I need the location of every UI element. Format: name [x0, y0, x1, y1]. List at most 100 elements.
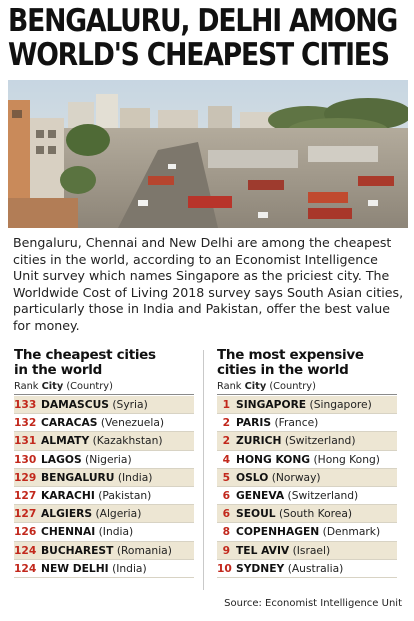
city-cell: NEW DELHI: [41, 561, 109, 575]
header-country: (Country): [269, 381, 316, 392]
rank-cell: 132: [14, 416, 37, 430]
intro-paragraph: Bengaluru, Chennai and New Delhi are amo…: [13, 235, 404, 333]
city-cell: ZURICH: [236, 434, 282, 448]
table-row: 9 TEL AVIV (Israel): [217, 541, 397, 560]
expensive-title-line-1: The most expensive: [217, 347, 364, 363]
expensive-cities-title: The most expensive cities in the world: [217, 348, 397, 380]
rank-cell: 10: [217, 561, 232, 575]
country-cell: (Venezuela): [100, 416, 165, 430]
cheapest-cities-table: The cheapest cities in the world Rank Ci…: [14, 348, 194, 578]
city-photo: [8, 80, 408, 228]
column-divider: [203, 350, 204, 590]
rank-cell: 127: [14, 488, 37, 502]
rank-cell: 124: [14, 561, 37, 575]
header-rank: Rank: [217, 381, 242, 392]
country-cell: (Algeria): [95, 507, 142, 521]
rank-cell: 131: [14, 434, 37, 448]
country-cell: (South Korea): [278, 507, 353, 521]
table-row: 129 BENGALURU (India): [14, 468, 194, 487]
table-row: 127 KARACHI (Pakistan): [14, 487, 194, 506]
rank-cell: 6: [222, 507, 230, 521]
rank-cell: 126: [14, 525, 37, 539]
table-row: 131 ALMATY (Kazakhstan): [14, 432, 194, 451]
city-cell: OSLO: [236, 470, 269, 484]
rank-cell: 8: [222, 525, 230, 539]
headline-line-1: BENGALURU, DELHI AMONG: [8, 3, 398, 39]
header-city: City: [41, 381, 64, 392]
city-cell: BUCHAREST: [41, 543, 114, 557]
country-cell: (Pakistan): [98, 488, 152, 502]
table-row: 126 CHENNAI (India): [14, 523, 194, 542]
rank-cell: 4: [222, 452, 230, 466]
table-row: 10 SYDNEY (Australia): [217, 560, 397, 578]
rank-cell: 5: [222, 470, 230, 484]
country-cell: (Nigeria): [85, 452, 132, 466]
table-row: 6 SEOUL (South Korea): [217, 505, 397, 524]
city-cell: KARACHI: [41, 488, 95, 502]
city-cell: COPENHAGEN: [236, 525, 320, 539]
country-cell: (India): [117, 470, 153, 484]
city-cell: CARACAS: [41, 416, 98, 430]
cheapest-title-line-1: The cheapest cities: [14, 347, 156, 363]
country-cell: (France): [274, 416, 319, 430]
city-cell: GENEVA: [236, 488, 285, 502]
rank-cell: 6: [222, 488, 230, 502]
country-cell: (Hong Kong): [313, 452, 380, 466]
expensive-cities-table: The most expensive cities in the world R…: [217, 348, 397, 578]
country-cell: (Australia): [287, 561, 344, 575]
cheapest-cities-title: The cheapest cities in the world: [14, 348, 194, 380]
table-row: 4 HONG KONG (Hong Kong): [217, 451, 397, 469]
table-row: 1 SINGAPORE (Singapore): [217, 396, 397, 415]
table-row: 8 COPENHAGEN (Denmark): [217, 523, 397, 542]
rank-cell: 130: [14, 452, 37, 466]
rank-cell: 1: [222, 398, 230, 411]
table-row: 5 OSLO (Norway): [217, 468, 397, 487]
table-row: 133 DAMASCUS (Syria): [14, 396, 194, 415]
city-cell: DAMASCUS: [41, 398, 109, 411]
expensive-title-line-2: cities in the world: [217, 362, 349, 378]
rank-cell: 127: [14, 507, 37, 521]
country-cell: (India): [98, 525, 134, 539]
city-cell: HONG KONG: [236, 452, 311, 466]
table-row: 132 CARACAS (Venezuela): [14, 414, 194, 433]
city-cell: TEL AVIV: [236, 543, 290, 557]
country-cell: (Kazakhstan): [92, 434, 163, 448]
headline-line-2: WORLD'S CHEAPEST CITIES: [8, 37, 390, 73]
city-cell: SINGAPORE: [236, 398, 307, 411]
table-row: 124 NEW DELHI (India): [14, 560, 194, 578]
country-cell: (India): [112, 561, 147, 575]
country-cell: (Singapore): [309, 398, 372, 411]
table-row: 124 BUCHAREST (Romania): [14, 541, 194, 560]
city-cell: BENGALURU: [41, 470, 115, 484]
country-cell: (Norway): [271, 470, 321, 484]
table-row: 130 LAGOS (Nigeria): [14, 451, 194, 469]
table-row: 127 ALGIERS (Algeria): [14, 505, 194, 524]
country-cell: (Denmark): [322, 525, 381, 539]
table-header: Rank City (Country): [217, 380, 397, 395]
city-cell: SYDNEY: [236, 561, 285, 575]
table-row: 2 ZURICH (Switzerland): [217, 432, 397, 451]
country-cell: (Switzerland): [287, 488, 359, 502]
headline: BENGALURU, DELHI AMONG WORLD'S CHEAPEST …: [8, 3, 398, 73]
header-country: (Country): [66, 381, 113, 392]
rank-cell: 2: [222, 434, 230, 448]
rank-cell: 124: [14, 543, 37, 557]
city-cell: ALMATY: [41, 434, 90, 448]
rank-cell: 2: [222, 416, 230, 430]
cheapest-title-line-2: in the world: [14, 362, 102, 378]
city-cell: SEOUL: [236, 507, 276, 521]
country-cell: (Syria): [112, 398, 148, 411]
header-city: City: [244, 381, 267, 392]
city-cell: CHENNAI: [41, 525, 96, 539]
city-cell: LAGOS: [41, 452, 82, 466]
city-cell: PARIS: [236, 416, 272, 430]
rank-cell: 9: [222, 543, 230, 557]
rank-cell: 133: [14, 398, 37, 411]
city-cell: ALGIERS: [41, 507, 93, 521]
table-header: Rank City (Country): [14, 380, 194, 395]
country-cell: (Switzerland): [284, 434, 356, 448]
table-row: 6 GENEVA (Switzerland): [217, 487, 397, 506]
table-row: 2 PARIS (France): [217, 414, 397, 433]
source-note: Source: Economist Intelligence Unit: [224, 598, 402, 609]
header-rank: Rank: [14, 381, 39, 392]
